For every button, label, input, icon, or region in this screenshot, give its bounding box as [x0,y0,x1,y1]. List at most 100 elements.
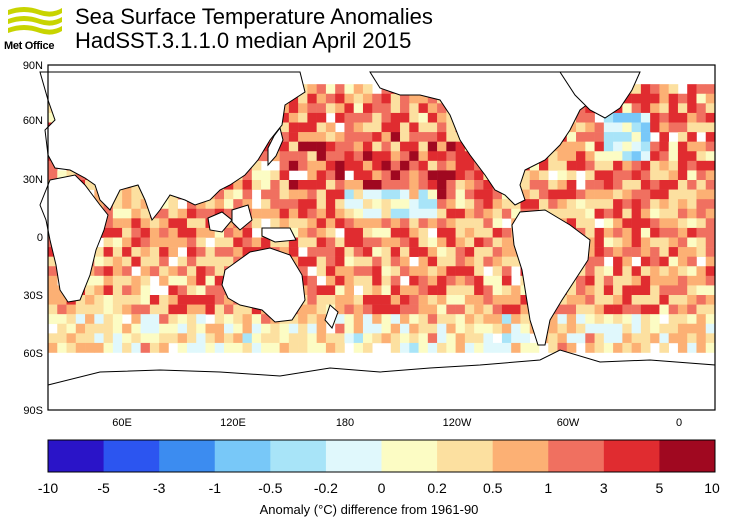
anomaly-cell [344,218,354,229]
anomaly-cell [640,227,651,238]
anomaly-cell [159,256,169,267]
anomaly-cell [261,180,271,190]
anomaly-cell [140,218,151,229]
anomaly-cell [149,342,160,353]
anomaly-cell [381,237,392,248]
anomaly-cell [131,295,141,305]
land-north-america [369,71,606,206]
anomaly-cell [362,295,373,305]
anomaly-cell [640,103,651,114]
anomaly-cell [122,199,132,210]
anomaly-cell [557,151,568,162]
anomaly-cell [205,295,216,305]
anomaly-cell [298,160,308,171]
anomaly-cell [640,122,651,133]
anomaly-cell [455,170,466,181]
anomaly-cell [251,314,262,325]
anomaly-cell [483,295,493,305]
anomaly-cell [251,237,262,248]
anomaly-cell [437,323,447,334]
anomaly-cell [103,285,114,296]
anomaly-cell [603,295,614,305]
anomaly-cell [576,304,586,315]
anomaly-cell [631,93,642,104]
anomaly-cell [511,208,521,219]
anomaly-cell [344,333,354,344]
anomaly-cell [677,189,688,200]
anomaly-cell [446,170,456,181]
anomaly-cell [251,323,262,334]
anomaly-cell [103,342,114,353]
anomaly-cell [168,323,178,334]
anomaly-cell [677,256,688,267]
anomaly-cell [446,266,456,277]
anomaly-cell [511,342,521,353]
anomaly-cell [316,342,327,353]
anomaly-cell [205,323,216,334]
anomaly-cell [103,295,114,305]
anomaly-cell [631,247,642,257]
anomaly-cell [205,266,216,277]
anomaly-cell [140,314,151,325]
anomaly-cell [316,84,327,95]
anomaly-cell [390,208,401,219]
anomaly-cell [640,84,651,95]
anomaly-cell [650,237,660,248]
anomaly-cell [353,295,364,305]
anomaly-cell [131,342,141,353]
anomaly-cell [288,208,299,219]
anomaly-cell [325,333,336,344]
anomaly-cell [483,237,493,248]
anomaly-cell [446,189,456,200]
anomaly-cell [437,141,447,152]
anomaly-cell [353,151,364,162]
anomaly-cell [520,333,531,344]
anomaly-cell [464,170,475,181]
anomaly-cell [307,103,317,114]
lat-label: 30N [23,174,43,186]
anomaly-cell [242,333,253,344]
anomaly-cell [696,342,707,353]
anomaly-cell [307,285,317,296]
anomaly-cell [492,237,503,248]
anomaly-cell [418,314,429,325]
anomaly-cell [251,170,262,181]
anomaly-cell [140,266,151,277]
anomaly-cell [696,170,707,181]
anomaly-cell [122,247,132,257]
anomaly-cell [631,314,642,325]
anomaly-cell [474,275,484,286]
anomaly-cell [492,323,503,334]
anomaly-cell [677,342,688,353]
colorbar-swatch [603,440,660,472]
anomaly-cell [353,93,364,104]
anomaly-cell [335,256,345,267]
anomaly-cell [186,275,197,286]
anomaly-cell [455,141,466,152]
anomaly-cell [94,304,104,315]
anomaly-cell [501,227,512,238]
anomaly-cell [353,333,364,344]
anomaly-cell [418,304,429,315]
anomaly-cell [659,256,669,267]
anomaly-cell [687,304,697,315]
anomaly-cell [418,323,429,334]
anomaly-cell [186,342,197,353]
anomaly-cell [538,199,549,210]
land-greenland [559,71,641,119]
anomaly-cell [594,160,605,171]
anomaly-cell [307,256,317,267]
anomaly-cell [344,275,354,286]
anomaly-cell [381,333,392,344]
anomaly-cell [103,208,114,219]
anomaly-cell [427,93,438,104]
anomaly-cell [659,295,669,305]
anomaly-cell [455,247,466,257]
anomaly-cell [613,342,623,353]
anomaly-cell [316,199,327,210]
anomaly-cell [381,218,392,229]
anomaly-cell [668,314,679,325]
anomaly-cell [279,189,290,200]
anomaly-cell [668,275,679,286]
anomaly-cell [677,160,688,171]
